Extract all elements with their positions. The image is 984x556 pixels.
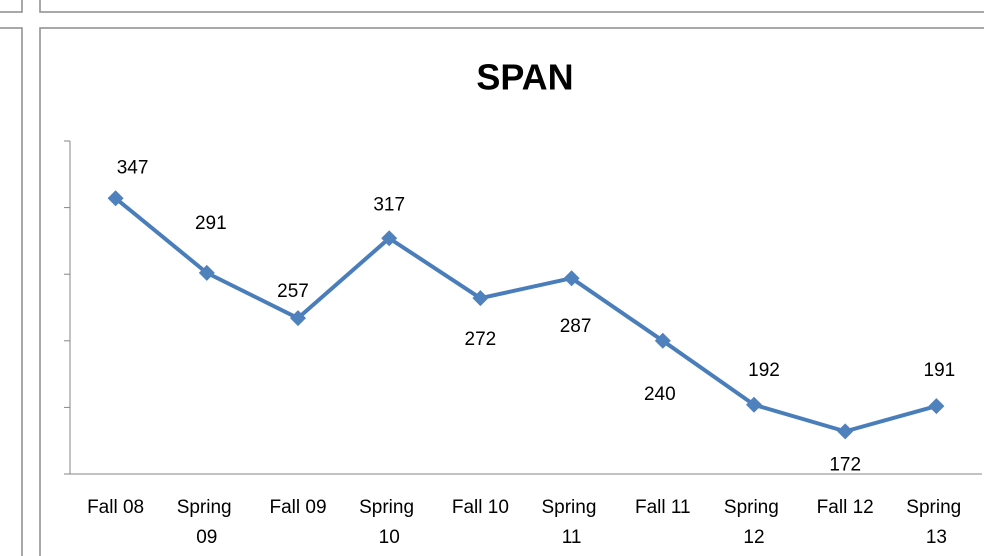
x-tick-label: Fall 08 <box>87 497 144 518</box>
x-tick-label: Spring 11 <box>541 497 601 548</box>
data-label: 257 <box>277 281 309 302</box>
marker <box>290 310 306 327</box>
marker <box>107 190 124 207</box>
data-label: 240 <box>644 384 676 405</box>
x-tick-label: Fall 12 <box>817 497 874 518</box>
data-label: 287 <box>560 316 592 337</box>
x-tick-label: Fall 11 <box>635 497 691 518</box>
marker <box>928 398 945 415</box>
chart-panel <box>39 27 984 556</box>
data-label: 291 <box>195 213 227 234</box>
line <box>114 196 937 434</box>
marker <box>381 230 398 247</box>
data-label: 347 <box>117 157 149 178</box>
panel <box>0 0 23 13</box>
x-tick-label: Fall 09 <box>269 497 326 518</box>
marker <box>654 332 671 349</box>
data-label: 192 <box>748 360 780 381</box>
panel <box>39 0 984 13</box>
x-tick-label: Spring 10 <box>359 497 419 548</box>
marker <box>472 290 489 307</box>
data-label: 172 <box>829 454 861 475</box>
x-tick-label: Fall 10 <box>452 497 509 518</box>
x-tick-label: Spring 12 <box>724 497 784 548</box>
panel <box>0 27 23 556</box>
data-label: 272 <box>465 329 497 350</box>
marker <box>563 270 580 287</box>
data-label: 317 <box>373 194 405 215</box>
x-tick-label: Spring 09 <box>177 497 237 548</box>
chart-title: SPAN <box>476 57 573 98</box>
marker <box>198 264 215 281</box>
data-label: 191 <box>924 360 956 381</box>
marker <box>746 396 762 413</box>
marker <box>837 423 854 440</box>
x-tick-label: Spring 13 <box>906 497 966 548</box>
